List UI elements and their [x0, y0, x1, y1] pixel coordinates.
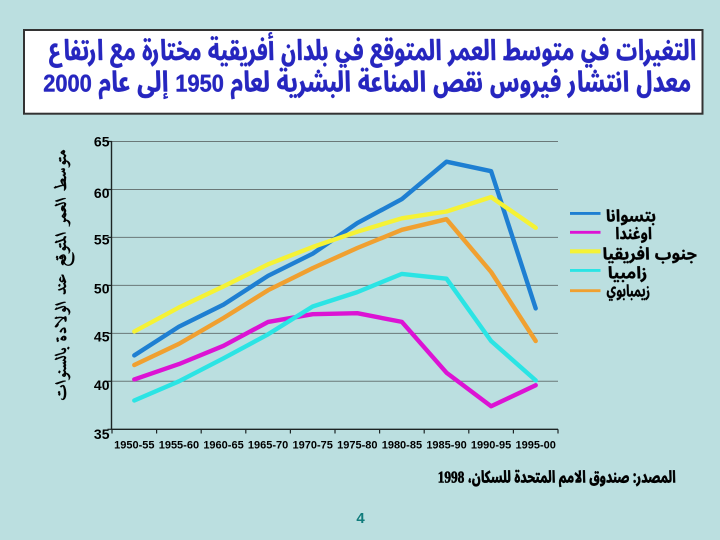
- svg-text:65: 65: [94, 134, 110, 150]
- svg-text:4: 4: [356, 510, 365, 527]
- svg-text:1965-70: 1965-70: [248, 440, 288, 452]
- svg-text:1990-95: 1990-95: [471, 440, 511, 452]
- svg-text:1975-80: 1975-80: [337, 440, 377, 452]
- svg-text:1995-00: 1995-00: [516, 440, 556, 452]
- svg-text:35: 35: [94, 426, 110, 442]
- svg-text:50: 50: [94, 280, 110, 296]
- svg-text:40: 40: [94, 377, 110, 393]
- svg-text:1960-65: 1960-65: [203, 440, 243, 452]
- svg-text:1980-85: 1980-85: [382, 440, 422, 452]
- svg-text:55: 55: [94, 231, 110, 247]
- svg-text:45: 45: [94, 329, 110, 345]
- svg-text:1970-75: 1970-75: [293, 440, 333, 452]
- svg-text:1955-60: 1955-60: [159, 440, 199, 452]
- svg-text:1950-55: 1950-55: [114, 440, 154, 452]
- svg-text:1985-90: 1985-90: [426, 440, 466, 452]
- svg-text:60: 60: [94, 185, 110, 201]
